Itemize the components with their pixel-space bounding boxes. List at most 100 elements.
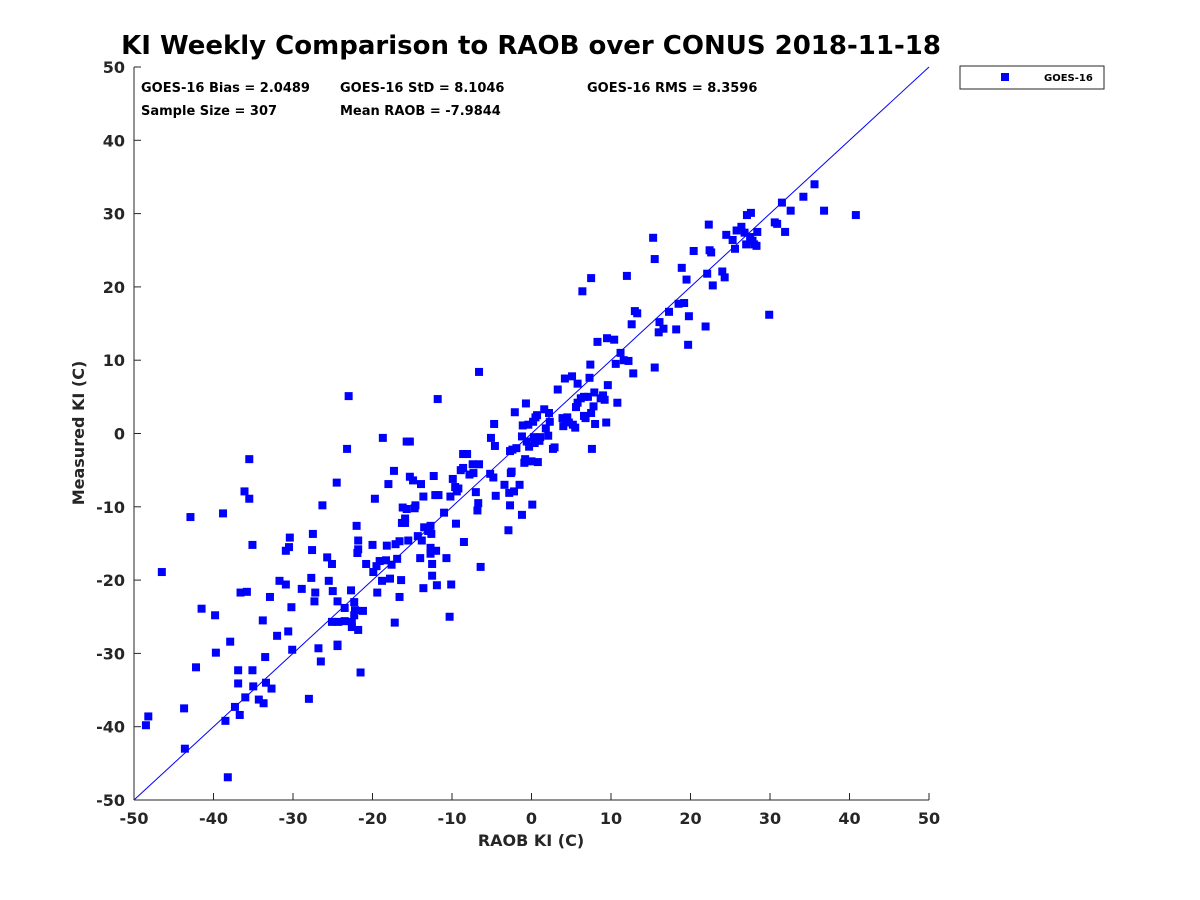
y-tick-label: -50 xyxy=(96,791,125,810)
data-point xyxy=(463,450,472,459)
data-point xyxy=(373,588,382,597)
data-point xyxy=(447,580,456,589)
data-point xyxy=(473,506,482,515)
x-tick-label: 50 xyxy=(918,809,940,828)
data-point xyxy=(401,518,410,527)
data-point xyxy=(600,395,609,404)
y-tick-label: -10 xyxy=(96,498,125,517)
data-point xyxy=(219,509,228,518)
data-point xyxy=(786,206,795,215)
data-point xyxy=(506,501,515,510)
data-point xyxy=(529,417,538,426)
data-point xyxy=(659,324,668,333)
data-point xyxy=(221,716,230,725)
data-point xyxy=(352,521,361,530)
data-point xyxy=(236,588,245,597)
data-point xyxy=(375,557,384,566)
data-point xyxy=(144,712,153,721)
data-point xyxy=(559,422,568,431)
data-point xyxy=(524,420,533,429)
data-point xyxy=(261,653,270,662)
data-point xyxy=(572,403,581,412)
data-point xyxy=(287,603,296,612)
data-point xyxy=(180,704,189,713)
data-point xyxy=(249,682,258,691)
data-point xyxy=(389,466,398,475)
data-point xyxy=(356,668,365,677)
data-point xyxy=(223,773,232,782)
data-point xyxy=(701,322,710,331)
data-point xyxy=(180,744,189,753)
data-point xyxy=(369,568,378,577)
data-point xyxy=(528,500,537,509)
data-point xyxy=(211,648,220,657)
data-point xyxy=(397,576,406,585)
data-point xyxy=(230,702,239,711)
data-point xyxy=(718,267,727,276)
data-point xyxy=(314,644,323,653)
data-point xyxy=(468,460,477,469)
data-point xyxy=(602,418,611,427)
x-axis-ticks: -50 -40 -30 -20 -10 0 10 20 30 40 50 xyxy=(120,793,940,828)
data-point xyxy=(382,541,391,550)
data-point xyxy=(318,501,327,510)
data-point xyxy=(684,312,693,321)
y-axis-label: Measured KI (C) xyxy=(69,361,88,506)
data-point xyxy=(404,536,413,545)
x-tick-label: 40 xyxy=(838,809,860,828)
data-point xyxy=(234,679,243,688)
data-point xyxy=(587,444,596,453)
data-point xyxy=(390,618,399,627)
data-point xyxy=(489,473,498,482)
data-point xyxy=(426,521,435,530)
data-point xyxy=(677,263,686,272)
data-point xyxy=(799,192,808,201)
data-point xyxy=(259,699,268,708)
data-point xyxy=(684,340,693,349)
data-point xyxy=(459,537,468,546)
data-point xyxy=(362,559,371,568)
data-point xyxy=(728,235,737,244)
data-point xyxy=(593,337,602,346)
data-point xyxy=(573,379,582,388)
data-point xyxy=(568,372,577,381)
data-point xyxy=(358,606,367,615)
legend-box xyxy=(959,65,1105,90)
data-point xyxy=(310,597,319,606)
data-point xyxy=(327,559,336,568)
data-point xyxy=(267,684,276,693)
data-point xyxy=(680,299,689,308)
data-point xyxy=(475,460,484,469)
data-point xyxy=(308,546,317,555)
y-tick-label: -40 xyxy=(96,718,125,737)
data-point xyxy=(419,492,428,501)
data-point xyxy=(419,584,428,593)
data-point xyxy=(350,611,359,620)
data-point xyxy=(417,536,426,545)
data-points xyxy=(141,180,860,782)
data-point xyxy=(382,556,391,565)
data-point xyxy=(649,233,658,242)
data-point xyxy=(261,678,270,687)
data-point xyxy=(765,310,774,319)
legend: GOES-16 xyxy=(959,65,1105,90)
data-point xyxy=(820,206,829,215)
data-point xyxy=(544,431,553,440)
data-point xyxy=(752,241,761,250)
data-point xyxy=(476,562,485,571)
data-point xyxy=(704,220,713,229)
y-tick-label: 0 xyxy=(114,425,125,444)
data-point xyxy=(226,637,235,646)
data-point xyxy=(372,562,381,571)
data-point xyxy=(426,549,435,558)
data-point xyxy=(285,533,294,542)
data-point xyxy=(442,554,451,563)
data-point xyxy=(327,617,336,626)
data-point xyxy=(589,402,598,411)
data-point xyxy=(192,663,201,672)
x-tick-label: 10 xyxy=(600,809,622,828)
data-point xyxy=(416,554,425,563)
data-point xyxy=(720,273,729,282)
data-point xyxy=(248,540,257,549)
legend-marker-icon xyxy=(1001,73,1009,81)
